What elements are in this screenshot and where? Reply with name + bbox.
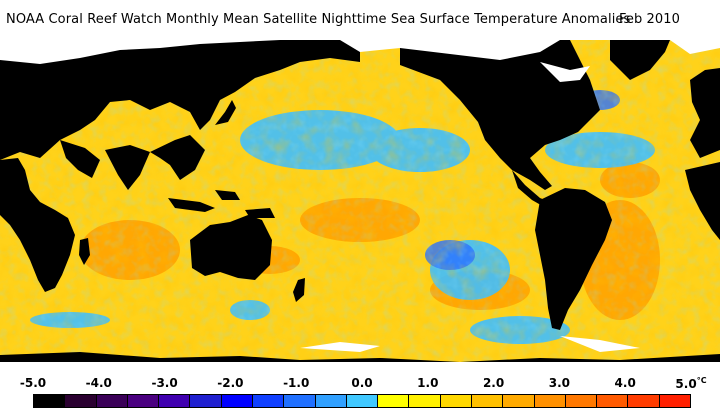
colorbar-swatch [440,395,472,407]
colorbar-tick-label: 4.0 [614,376,636,390]
colorbar-swatch [378,395,410,407]
new-zealand-landmass [293,278,305,302]
eurasia-landmass [0,40,360,160]
colorbar-swatch [534,395,566,407]
greenland-landmass [610,40,670,80]
india-landmass [105,145,150,190]
southeast-asia-landmass [150,135,205,180]
africa-landmass [0,158,75,292]
colorbar-tick-label: 1.0 [417,376,439,390]
map-title: NOAA Coral Reef Watch Monthly Mean Satel… [6,12,680,27]
colorbar-swatch [65,395,97,407]
colorbar-tick-label: 5.0°C [675,376,707,391]
africa-west-edge-landmass [685,162,720,240]
australia-landmass [190,215,272,280]
colorbar-swatch [597,395,629,407]
colorbar-swatch [34,395,66,407]
colorbar-swatch [409,395,441,407]
arabia-landmass [60,140,100,178]
north-america-landmass [400,40,600,190]
colorbar-swatch [284,395,316,407]
sst-anomaly-map [0,40,720,370]
colorbar-swatch [96,395,128,407]
colorbar-tick-label: -4.0 [85,376,112,390]
colorbar-swatch [659,395,690,407]
colorbar-tick-label: -3.0 [151,376,178,390]
colorbar-tick-label: -5.0 [19,376,47,390]
colorbar-unit: °C [696,376,707,385]
colorbar-swatch [252,395,285,407]
colorbar-swatch [503,395,535,407]
colorbar-swatch [190,395,222,407]
colorbar [33,394,691,408]
landmasses [0,40,720,370]
sea-ice [0,40,720,370]
europe-west-landmass [690,68,720,158]
colorbar-swatch [628,395,660,407]
colorbar-tick-label: 0.0 [351,376,373,390]
colorbar-swatch [565,395,598,407]
japan-landmass [215,100,236,125]
map-date: Feb 2010 [619,12,681,27]
colorbar-swatch [471,395,504,407]
south-america-landmass [535,188,612,330]
colorbar-labels: -5.0 -4.0 -3.0 -2.0 -1.0 0.0 1.0 2.0 3.0 4.0 5.0°C [0,376,720,392]
colorbar-swatch [346,395,379,407]
madagascar-landmass [79,238,90,265]
colorbar-tick-label: -1.0 [283,376,310,390]
map-title-text: NOAA Coral Reef Watch Monthly Mean Satel… [6,12,631,27]
colorbar-swatch [221,395,253,407]
colorbar-tick-label: 3.0 [548,376,571,390]
colorbar-swatch [315,395,347,407]
central-america-landmass [512,170,550,208]
colorbar-tick-label: 2.0 [482,376,505,390]
indonesia-islands [168,190,275,218]
colorbar-tick-label: -2.0 [217,376,244,390]
colorbar-swatch [127,395,160,407]
colorbar-swatch [159,395,191,407]
